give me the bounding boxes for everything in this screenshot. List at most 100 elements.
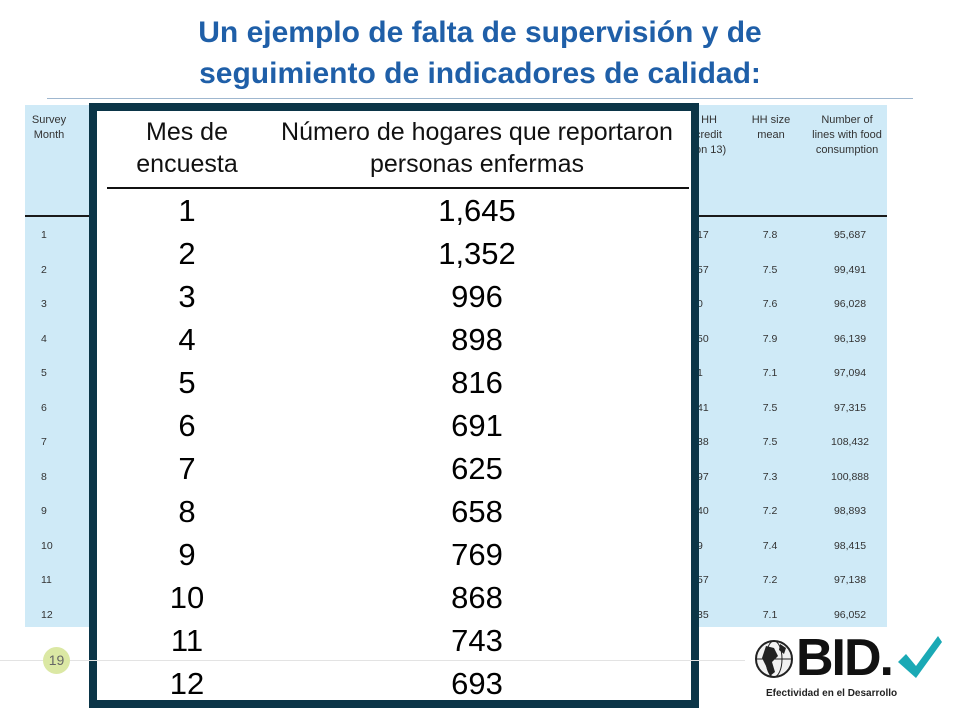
cell-hogares: 693 <box>451 666 503 701</box>
bg-cell-hh-size: 7.6 <box>762 298 778 310</box>
bid-logo-subtitle: Efectividad en el Desarrollo <box>766 688 898 699</box>
bg-cell-lines: 97,094 <box>833 367 867 379</box>
cell-hogares: 816 <box>451 365 503 400</box>
bg-cell-partial: 97 <box>697 470 709 483</box>
table-row: 1 1,645 <box>97 189 691 232</box>
bg-cell-hh-size: 7.3 <box>762 470 778 483</box>
table-row: 12 693 <box>97 662 691 705</box>
overlay-header-rule <box>107 187 689 189</box>
bg-cell-lines: 108,432 <box>831 436 869 448</box>
bg-cell-month: 1 <box>41 229 47 241</box>
bid-logo: BID. Efectividad en el Desarrollo <box>752 628 952 718</box>
header-survey-month: Survey Month <box>31 114 67 141</box>
bg-cell-partial: 1 <box>697 367 703 379</box>
bg-cell-hh-size: 7.1 <box>762 608 778 621</box>
bg-cell-hh-size: 7.1 <box>762 367 778 379</box>
bg-cell-month: 4 <box>41 332 47 345</box>
cell-mes: 10 <box>169 580 205 615</box>
bg-cell-hh-size: 7.9 <box>762 332 778 345</box>
bg-cell-hh-size: 7.2 <box>762 505 778 517</box>
bg-cell-partial: 41 <box>697 401 709 414</box>
bg-cell-month: 11 <box>41 574 52 586</box>
footer-divider <box>0 660 745 661</box>
bg-cell-partial: 35 <box>697 608 709 621</box>
title-divider <box>47 98 913 99</box>
cell-mes: 2 <box>178 236 196 271</box>
bg-cell-hh-size: 7.2 <box>762 574 778 586</box>
cell-mes: 1 <box>178 193 196 228</box>
cell-mes: 5 <box>178 365 196 400</box>
cell-mes: 8 <box>178 494 196 529</box>
cell-mes: 4 <box>178 322 196 357</box>
bg-cell-hh-size: 7.5 <box>762 263 778 276</box>
bg-cell-lines: 96,139 <box>833 332 867 345</box>
page-number: 19 <box>43 647 70 674</box>
title-line-2: seguimiento de indicadores de calidad: <box>199 57 761 90</box>
table-row: 8 658 <box>97 490 691 533</box>
bg-cell-partial: 57 <box>697 574 709 586</box>
cell-hogares: 898 <box>451 322 503 357</box>
bg-cell-partial: 38 <box>697 436 709 448</box>
bg-cell-lines: 96,028 <box>833 298 867 310</box>
cell-hogares: 769 <box>451 537 503 572</box>
table-row: 3 996 <box>97 275 691 318</box>
table-row: 10 868 <box>97 576 691 619</box>
header-hh-credit: f HH credit on 13) <box>695 114 727 156</box>
table-row: 9 769 <box>97 533 691 576</box>
bg-cell-hh-size: 7.8 <box>762 229 778 241</box>
sick-households-table: Mes de encuesta Número de hogares que re… <box>89 103 699 708</box>
cell-hogares: 1,645 <box>438 193 516 228</box>
bg-cell-month: 12 <box>41 608 53 621</box>
bg-cell-partial: 0 <box>697 298 703 310</box>
slide-title: Un ejemplo de falta de supervisión y de … <box>40 12 920 94</box>
cell-mes: 9 <box>178 537 196 572</box>
bg-cell-partial: 9 <box>697 539 703 552</box>
bg-cell-partial: 57 <box>697 263 709 276</box>
bg-cell-lines: 97,315 <box>833 401 867 414</box>
checkmark-icon <box>898 636 942 678</box>
table-row: 2 1,352 <box>97 232 691 275</box>
cell-mes: 3 <box>178 279 196 314</box>
header-numero-hogares: Número de hogares que reportaron persona… <box>281 118 673 178</box>
header-mes-encuesta: Mes de encuesta <box>136 118 238 178</box>
cell-mes: 11 <box>170 623 204 658</box>
bg-cell-lines: 100,888 <box>831 470 869 483</box>
bg-cell-partial: 40 <box>697 505 709 517</box>
cell-hogares: 625 <box>451 451 503 486</box>
table-row: 11 743 <box>97 619 691 662</box>
cell-mes: 7 <box>178 451 196 486</box>
bid-logo-text: BID. <box>796 629 894 687</box>
bg-cell-lines: 98,415 <box>833 539 867 552</box>
table-row: 5 816 <box>97 361 691 404</box>
table-row: 4 898 <box>97 318 691 361</box>
bg-cell-month: 8 <box>41 470 47 483</box>
bg-cell-hh-size: 7.4 <box>762 539 778 552</box>
table-row: 7 625 <box>97 447 691 490</box>
header-hh-size-mean: HH size mean <box>751 114 791 141</box>
bg-cell-lines: 97,138 <box>833 574 867 586</box>
bg-cell-partial: 17 <box>697 229 709 241</box>
header-lines-food: Number of lines with food consumption <box>812 114 882 156</box>
cell-hogares: 1,352 <box>438 236 516 271</box>
cell-hogares: 658 <box>451 494 503 529</box>
bg-cell-lines: 98,893 <box>833 505 867 517</box>
bg-cell-month: 10 <box>41 539 53 552</box>
bg-cell-month: 2 <box>41 263 47 276</box>
cell-mes: 6 <box>178 408 196 443</box>
bg-cell-month: 6 <box>41 401 47 414</box>
bg-cell-month: 9 <box>41 505 47 517</box>
cell-hogares: 868 <box>451 580 503 615</box>
cell-mes: 12 <box>169 666 205 701</box>
background-table-header: Survey Month f HH credit on 13) HH size … <box>25 105 887 215</box>
bg-cell-month: 5 <box>41 367 47 379</box>
cell-hogares: 691 <box>451 408 503 443</box>
bg-cell-hh-size: 7.5 <box>762 401 778 414</box>
globe-icon <box>755 640 793 678</box>
bg-cell-lines: 96,052 <box>833 608 867 621</box>
bg-cell-hh-size: 7.5 <box>762 436 778 448</box>
bg-cell-month: 3 <box>41 298 47 310</box>
bg-cell-month: 7 <box>41 436 47 448</box>
bg-cell-lines: 99,491 <box>833 263 867 276</box>
cell-hogares: 743 <box>451 623 503 658</box>
table-row: 6 691 <box>97 404 691 447</box>
